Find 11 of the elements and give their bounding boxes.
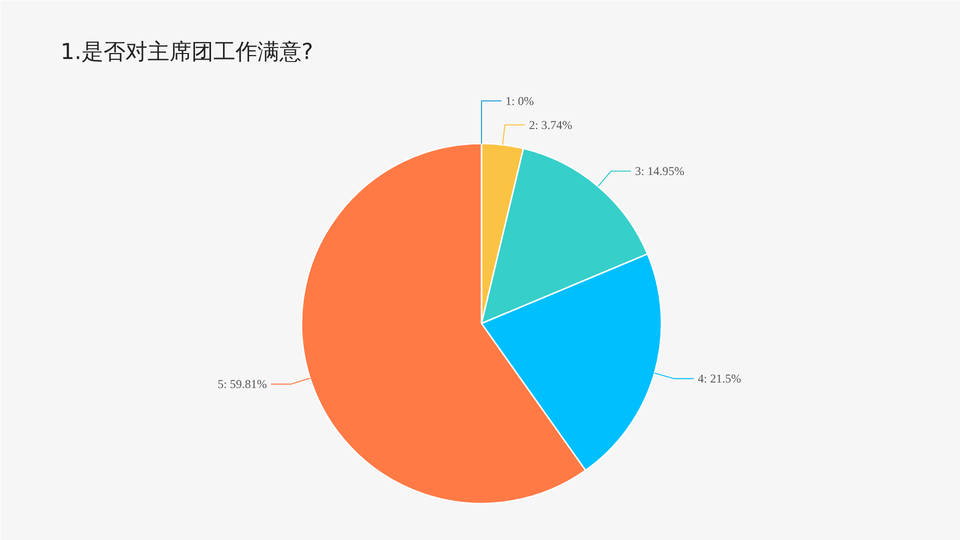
text: : 0% — [512, 94, 534, 108]
data-label: : 21.5% — [704, 372, 742, 386]
slice-label: 5 — [218, 377, 224, 392]
data-label: : 14.95% — [641, 164, 684, 178]
slice-label: 4 — [698, 372, 704, 386]
category-label: 1 — [506, 94, 512, 108]
slice-label: 3 — [635, 164, 642, 178]
slice-label: 2 — [528, 118, 535, 132]
data-label: : 3.74% — [534, 118, 572, 132]
data-label: : 59.81% — [224, 377, 267, 392]
chart-title: 1.是否对主席团工作满意? — [60, 40, 314, 65]
